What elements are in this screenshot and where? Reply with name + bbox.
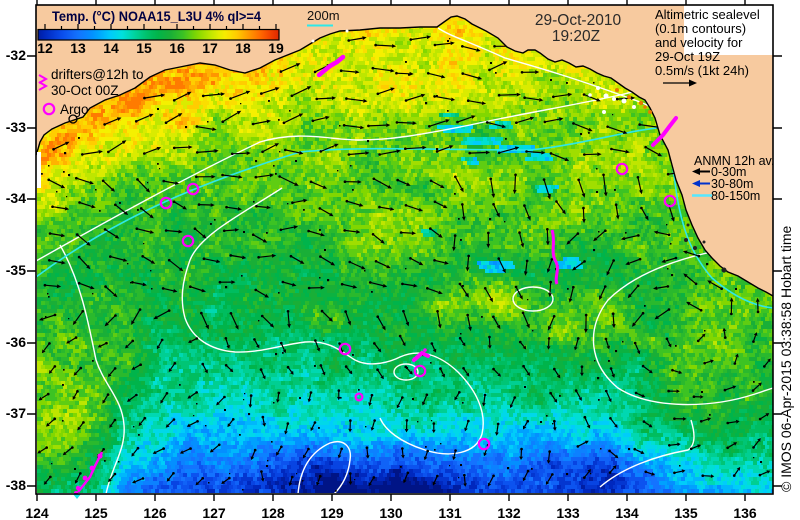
svg-text:128: 128 [261, 505, 285, 520]
svg-text:Temp. (°C) NOAA15_L3U 4% ql>=4: Temp. (°C) NOAA15_L3U 4% ql>=4 [52, 9, 261, 24]
svg-text:-37: -37 [6, 405, 26, 421]
svg-text:29-Oct-2010: 29-Oct-2010 [535, 12, 622, 29]
svg-text:200m: 200m [307, 8, 340, 23]
svg-text:130: 130 [379, 505, 403, 520]
svg-text:-33: -33 [6, 119, 26, 135]
svg-text:131: 131 [438, 505, 462, 520]
svg-text:125: 125 [84, 505, 108, 520]
svg-text:ANMN 12h av.: ANMN 12h av. [694, 154, 774, 168]
svg-text:129: 129 [320, 505, 344, 520]
svg-text:134: 134 [615, 505, 639, 520]
svg-text:80-150m: 80-150m [711, 189, 760, 203]
svg-text:124: 124 [25, 505, 49, 520]
svg-text:136: 136 [733, 505, 757, 520]
svg-text:135: 135 [674, 505, 698, 520]
svg-text:15: 15 [136, 40, 152, 56]
svg-text:13: 13 [70, 40, 86, 56]
svg-text:30-Oct 00Z: 30-Oct 00Z [51, 83, 119, 98]
svg-text:126: 126 [143, 505, 167, 520]
svg-text:0-30m: 0-30m [711, 165, 746, 179]
svg-text:29-Oct 19Z: 29-Oct 19Z [655, 49, 720, 64]
svg-text:-32: -32 [6, 47, 26, 63]
svg-text:-35: -35 [6, 262, 26, 278]
svg-text:-34: -34 [6, 190, 26, 206]
svg-text:132: 132 [497, 505, 521, 520]
svg-text:Argo: Argo [60, 102, 89, 117]
svg-text:19:20Z: 19:20Z [552, 28, 600, 45]
svg-text:drifters@12h to: drifters@12h to [51, 67, 144, 82]
svg-text:133: 133 [556, 505, 580, 520]
svg-text:(0.1m contours): (0.1m contours) [655, 21, 746, 36]
svg-text:14: 14 [103, 40, 119, 56]
svg-text:Altimetric sealevel: Altimetric sealevel [655, 7, 760, 22]
svg-text:30-80m: 30-80m [711, 177, 753, 191]
svg-text:18: 18 [235, 40, 251, 56]
svg-text:© IMOS 06-Apr-2015 03:38:58 Ho: © IMOS 06-Apr-2015 03:38:58 Hobart time [778, 225, 794, 492]
svg-text:16: 16 [169, 40, 185, 56]
svg-text:0.5m/s (1kt 24h): 0.5m/s (1kt 24h) [655, 63, 749, 78]
svg-text:12: 12 [37, 40, 53, 56]
svg-text:and velocity for: and velocity for [655, 35, 743, 50]
svg-text:-36: -36 [6, 334, 26, 350]
svg-text:17: 17 [202, 40, 218, 56]
svg-text:127: 127 [202, 505, 226, 520]
svg-text:19: 19 [268, 40, 284, 56]
svg-text:-38: -38 [6, 477, 26, 493]
